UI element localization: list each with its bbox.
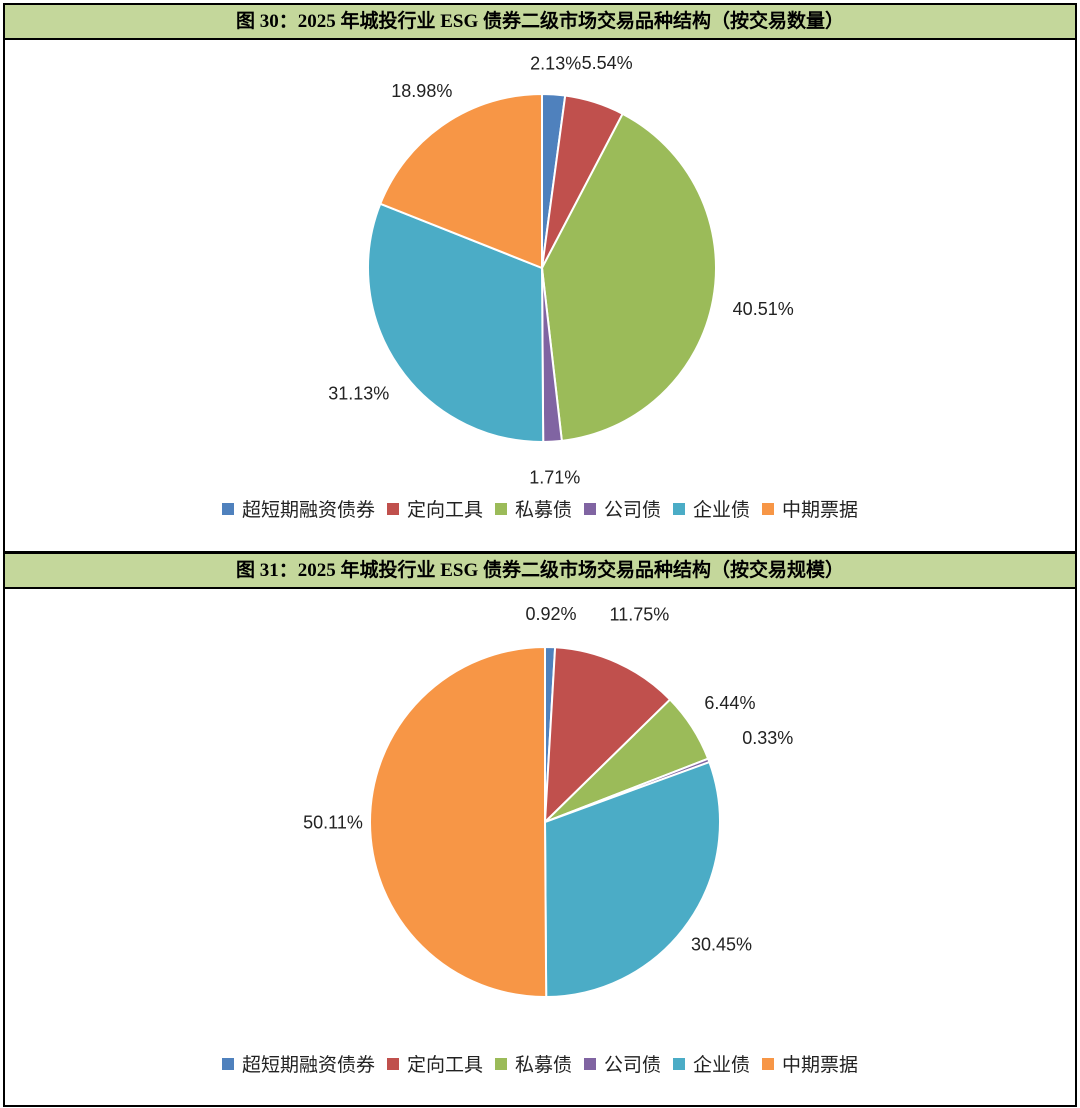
- legend-label: 公司债: [604, 499, 662, 521]
- slice-data-label: 31.13%: [328, 383, 389, 403]
- legend-label: 中期票据: [782, 499, 859, 521]
- chart-panel-2: 图 31：2025 年城投行业 ESG 债券二级市场交易品种结构（按交易规模） …: [3, 552, 1077, 1107]
- legend-label: 私募债: [514, 499, 572, 521]
- legend: 超短期融资债券 定向工具 私募债 公司债 企业债 中期票据: [5, 495, 1075, 522]
- legend-swatch: [673, 502, 686, 515]
- legend-item: 定向工具: [386, 1050, 483, 1077]
- slice-data-label: 2.13%: [530, 53, 581, 73]
- pie-slice: [378, 92, 543, 270]
- legend-swatch: [584, 502, 596, 515]
- pie-chart-scale: 0.92% 11.75% 6.44% 0.33% 30.45% 50.11%: [303, 604, 793, 999]
- chart-panel-1: 图 30：2025 年城投行业 ESG 债券二级市场交易品种结构（按交易数量） …: [3, 3, 1077, 553]
- legend-item: 中期票据: [762, 495, 858, 522]
- legend-item: 超短期融资债券: [221, 495, 375, 522]
- slice-data-label: 30.45%: [691, 935, 752, 955]
- legend-item: 公司债: [584, 495, 661, 522]
- slice-data-label: 18.98%: [391, 81, 452, 101]
- legend-label: 公司债: [604, 1054, 662, 1076]
- legend-swatch: [386, 502, 399, 515]
- slice-data-label: 5.54%: [582, 53, 633, 73]
- chart-title: 图 30：2025 年城投行业 ESG 债券二级市场交易品种结构（按交易数量）: [5, 5, 1075, 40]
- pie-slice: [366, 202, 545, 443]
- legend-label: 企业债: [693, 1054, 751, 1076]
- legend: 超短期融资债券 定向工具 私募债 公司债 企业债 中期票据: [5, 1050, 1075, 1077]
- legend-swatch: [221, 1057, 234, 1070]
- legend-swatch: [494, 502, 507, 515]
- legend-label: 企业债: [693, 499, 751, 521]
- legend-swatch: [673, 1057, 686, 1070]
- legend-label: 超短期融资债券: [241, 1054, 375, 1076]
- legend-item: 私募债: [494, 1050, 572, 1077]
- slice-data-label: 6.44%: [704, 693, 755, 713]
- legend-swatch: [762, 502, 775, 515]
- legend-label: 超短期融资债券: [241, 499, 375, 521]
- pie-chart-count: 2.13% 5.54% 40.51% 1.71% 31.13% 18.98%: [328, 53, 794, 488]
- slice-data-label: 0.33%: [742, 728, 793, 748]
- legend-swatch: [584, 1057, 596, 1070]
- pie-slice: [540, 112, 717, 442]
- legend-item: 定向工具: [386, 495, 483, 522]
- legend-label: 中期票据: [782, 1054, 859, 1076]
- chart-title: 图 31：2025 年城投行业 ESG 债券二级市场交易品种结构（按交易规模）: [5, 554, 1075, 589]
- slice-data-label: 11.75%: [610, 604, 670, 624]
- legend-item: 私募债: [494, 495, 572, 522]
- legend-label: 定向工具: [406, 499, 483, 521]
- legend-item: 公司债: [584, 1050, 661, 1077]
- legend-label: 定向工具: [406, 1054, 483, 1076]
- slice-data-label: 40.51%: [733, 299, 794, 319]
- legend-item: 中期票据: [762, 1050, 858, 1077]
- legend-label: 私募债: [514, 1054, 572, 1076]
- slice-data-label: 50.11%: [303, 813, 363, 833]
- slice-data-label: 1.71%: [529, 468, 580, 488]
- pie-slice: [543, 646, 672, 825]
- slice-data-label: 0.92%: [525, 604, 576, 624]
- legend-swatch: [494, 1057, 507, 1070]
- legend-swatch: [762, 1057, 775, 1070]
- legend-item: 企业债: [673, 495, 750, 522]
- legend-swatch: [386, 1057, 399, 1070]
- legend-item: 超短期融资债券: [221, 1050, 375, 1077]
- pie-slice: [369, 645, 548, 998]
- legend-swatch: [221, 502, 234, 515]
- pie-slice: [543, 760, 721, 999]
- legend-item: 企业债: [673, 1050, 750, 1077]
